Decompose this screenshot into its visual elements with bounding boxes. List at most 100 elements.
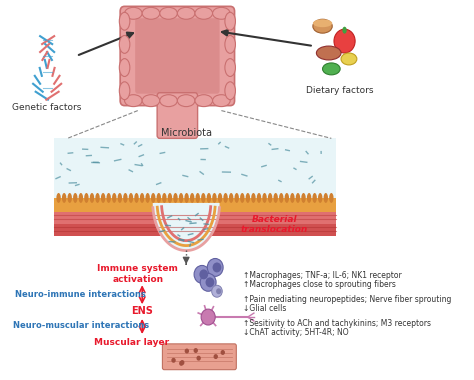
Ellipse shape [196,193,200,203]
Ellipse shape [212,7,230,19]
Ellipse shape [118,193,122,203]
Ellipse shape [324,193,328,203]
FancyBboxPatch shape [135,18,219,94]
Ellipse shape [142,95,160,107]
Ellipse shape [225,12,236,30]
Ellipse shape [301,193,306,203]
Ellipse shape [225,59,236,76]
Circle shape [334,29,355,53]
Polygon shape [153,203,219,250]
Circle shape [171,358,176,363]
Ellipse shape [177,95,195,107]
Text: Genetic factors: Genetic factors [12,103,82,112]
Ellipse shape [296,193,300,203]
FancyBboxPatch shape [120,6,235,106]
Ellipse shape [177,7,195,19]
Circle shape [216,288,221,294]
Ellipse shape [273,193,278,203]
Text: ↑Sesitivity to ACh and tachykinins; M3 receptors: ↑Sesitivity to ACh and tachykinins; M3 r… [243,319,431,328]
Ellipse shape [268,193,273,203]
Ellipse shape [112,193,117,203]
Ellipse shape [119,35,130,53]
Ellipse shape [342,27,347,34]
Ellipse shape [322,63,340,75]
Text: Neuro-immune interactions: Neuro-immune interactions [15,290,146,299]
FancyBboxPatch shape [163,344,237,370]
Ellipse shape [313,19,332,33]
Ellipse shape [279,193,283,203]
Circle shape [194,266,210,283]
Ellipse shape [262,193,267,203]
Ellipse shape [151,193,155,203]
Ellipse shape [316,46,341,60]
Circle shape [220,350,225,355]
Ellipse shape [156,193,161,203]
Ellipse shape [257,193,261,203]
FancyBboxPatch shape [54,198,336,212]
Text: ↓Glial cells: ↓Glial cells [243,304,287,313]
FancyBboxPatch shape [54,138,336,198]
Ellipse shape [146,193,150,203]
Ellipse shape [195,7,212,19]
Ellipse shape [90,193,94,203]
Ellipse shape [179,193,183,203]
Ellipse shape [168,193,172,203]
Ellipse shape [67,193,72,203]
Text: Neuro-muscular interactions: Neuro-muscular interactions [12,320,149,329]
Ellipse shape [160,95,177,107]
Ellipse shape [284,193,289,203]
Text: ENS: ENS [131,306,153,316]
FancyBboxPatch shape [54,224,336,236]
Text: Muscular layer: Muscular layer [94,338,169,347]
Ellipse shape [107,193,111,203]
Circle shape [207,258,223,276]
Ellipse shape [341,53,357,65]
FancyBboxPatch shape [157,93,198,138]
Circle shape [180,360,184,365]
Ellipse shape [313,19,332,27]
FancyBboxPatch shape [54,212,336,224]
Ellipse shape [95,193,100,203]
Circle shape [200,273,216,291]
Ellipse shape [123,193,128,203]
Ellipse shape [119,59,130,76]
Ellipse shape [251,193,255,203]
Ellipse shape [312,193,317,203]
Circle shape [200,269,208,279]
Ellipse shape [125,7,142,19]
Ellipse shape [56,193,61,203]
Circle shape [214,354,218,359]
Text: ↑Pain mediating neuropeptides; Nerve fiber sprouting: ↑Pain mediating neuropeptides; Nerve fib… [243,295,452,304]
Text: Dietary factors: Dietary factors [306,86,374,95]
Ellipse shape [79,193,83,203]
Ellipse shape [225,35,236,53]
Ellipse shape [73,193,77,203]
Ellipse shape [142,7,160,19]
Ellipse shape [140,193,144,203]
Ellipse shape [235,193,239,203]
Ellipse shape [160,7,177,19]
Circle shape [201,309,215,325]
Text: Microbiota: Microbiota [161,128,212,138]
Ellipse shape [195,95,212,107]
Circle shape [193,348,198,353]
Ellipse shape [225,82,236,100]
Circle shape [212,263,221,272]
Circle shape [185,348,189,353]
Ellipse shape [101,193,105,203]
Ellipse shape [125,95,142,107]
Ellipse shape [307,193,311,203]
Ellipse shape [119,82,130,100]
Ellipse shape [246,193,250,203]
Ellipse shape [240,193,245,203]
Ellipse shape [207,193,211,203]
Circle shape [196,356,201,361]
Text: Immune system
activation: Immune system activation [97,264,178,284]
Circle shape [212,285,222,297]
Ellipse shape [229,193,233,203]
Ellipse shape [201,193,206,203]
Circle shape [206,277,214,287]
Ellipse shape [84,193,89,203]
Text: ↑Macrophages close to sprouting fibers: ↑Macrophages close to sprouting fibers [243,280,396,289]
Ellipse shape [318,193,322,203]
